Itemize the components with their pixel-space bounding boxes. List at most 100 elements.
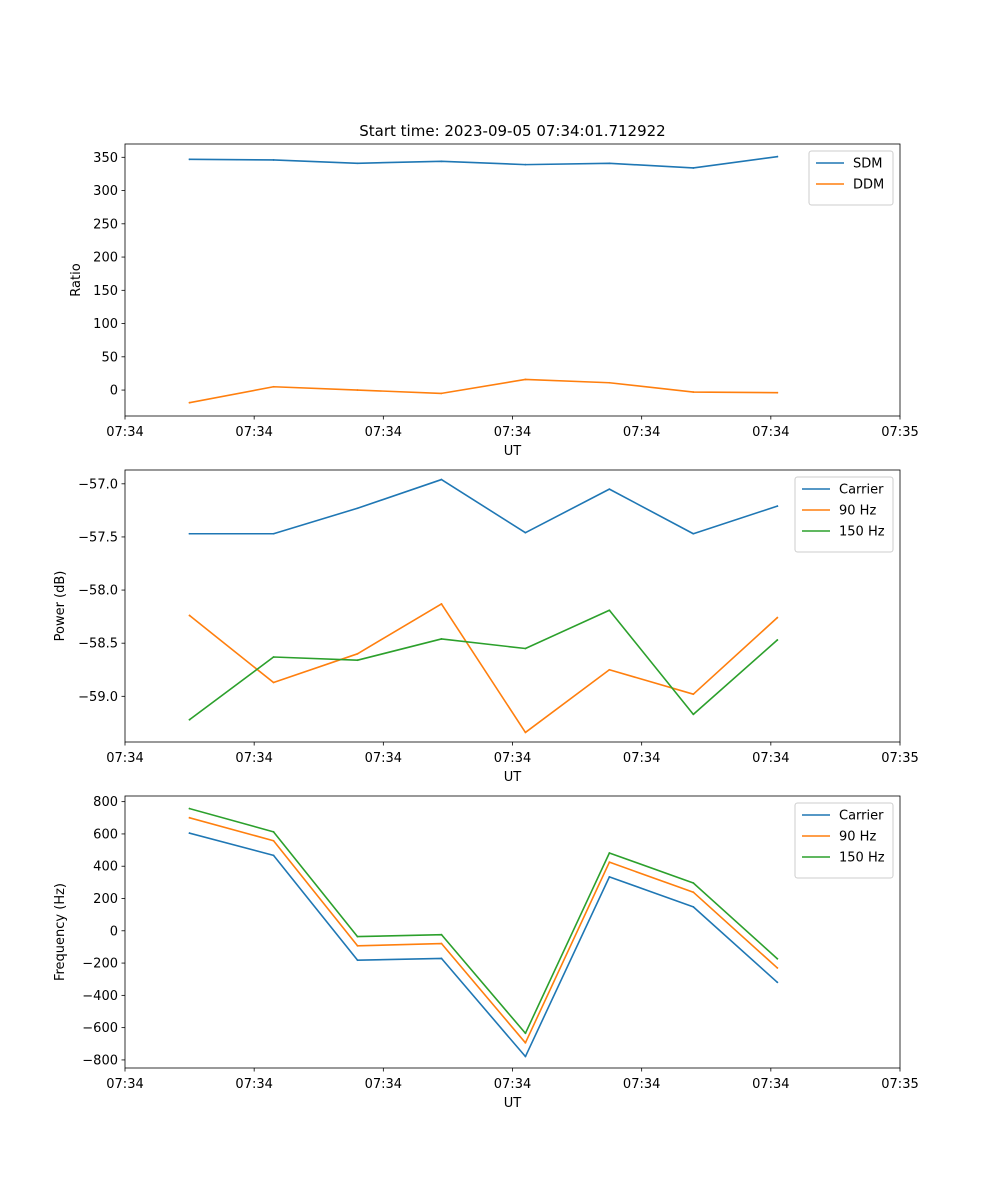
data-point-carrier [524, 531, 527, 534]
y-tick-label: −200 [82, 957, 118, 972]
x-axis-label: UT [504, 444, 522, 459]
legend-label: 150 Hz [839, 851, 885, 866]
y-axis-label: Frequency (Hz) [53, 883, 68, 981]
y-tick-label: 600 [93, 827, 118, 842]
y-axis-label: Ratio [69, 263, 84, 296]
data-point-90-hz [188, 816, 191, 819]
data-point-90-hz [188, 614, 191, 617]
x-tick-label: 07:34 [106, 751, 143, 766]
data-point-sdm [272, 159, 275, 161]
legend-label: 90 Hz [839, 504, 876, 519]
legend-box [794, 802, 894, 879]
legend-label: 90 Hz [839, 830, 876, 845]
x-axis-label: UT [504, 1096, 522, 1111]
legend-label: DDM [853, 178, 884, 193]
data-point-90-hz [356, 652, 359, 655]
data-point-90-hz [608, 861, 611, 864]
data-point-150-hz [188, 718, 191, 721]
data-point-carrier [188, 832, 191, 835]
y-tick-label: 200 [93, 251, 118, 266]
data-point-90-hz [440, 942, 443, 945]
data-point-carrier [272, 532, 275, 535]
data-point-150-hz [776, 639, 779, 641]
series-line-sdm [188, 155, 779, 169]
data-point-150-hz [188, 807, 191, 810]
y-tick-label: 300 [93, 184, 118, 199]
data-point-carrier [272, 854, 275, 857]
data-point-sdm [524, 163, 527, 166]
data-point-90-hz [272, 681, 275, 684]
data-point-150-hz [356, 659, 359, 662]
x-tick-label: 07:34 [494, 425, 531, 440]
series-line-150-hz [188, 807, 779, 1035]
data-point-carrier [356, 959, 359, 962]
y-tick-label: 350 [93, 151, 118, 166]
x-tick-label: 07:35 [881, 751, 918, 766]
data-point-carrier [776, 505, 779, 508]
data-point-sdm [776, 155, 779, 158]
data-point-ddm [776, 391, 779, 394]
data-point-ddm [356, 389, 359, 391]
x-tick-label: 07:34 [235, 425, 272, 440]
subplot-1: 0 50 100 150 200 250 300 350 07:34 07:34 07:34 07:3… [69, 143, 919, 459]
series-line-carrier [188, 832, 779, 1058]
x-tick-label: 07:35 [881, 1077, 918, 1092]
data-point-carrier [188, 532, 191, 535]
data-point-150-hz [356, 935, 359, 938]
y-tick-label: 200 [93, 892, 118, 907]
legend-box [808, 150, 894, 206]
data-point-carrier [356, 507, 359, 510]
legend-box [794, 476, 894, 553]
legend-label: SDM [853, 157, 882, 172]
series-line-90-hz [188, 603, 779, 734]
x-tick-label: 07:34 [494, 751, 531, 766]
y-tick-label: −58.0 [78, 584, 118, 599]
x-tick-label: 07:34 [365, 751, 402, 766]
x-tick-label: 07:34 [623, 1077, 660, 1092]
figure-title: Start time: 2023-09-05 07:34:01.712922 [359, 122, 665, 140]
y-axis-label: Power (dB) [53, 571, 68, 642]
data-point-carrier [440, 957, 443, 960]
data-point-90-hz [524, 1041, 527, 1044]
series-line-ddm [188, 378, 779, 404]
data-point-90-hz [692, 891, 695, 894]
y-tick-label: −600 [82, 1021, 118, 1036]
legend-label: Carrier [839, 809, 884, 824]
y-tick-label: −58.5 [78, 637, 118, 652]
subplot-3: −800 −600 −400 −200 0 200 400 600 800 07:34 07:34 0… [53, 795, 919, 1111]
data-point-sdm [440, 160, 443, 163]
x-tick-label: 07:34 [752, 1077, 789, 1092]
data-point-90-hz [524, 731, 527, 734]
data-point-ddm [608, 381, 611, 384]
data-point-150-hz [608, 609, 611, 612]
data-point-90-hz [272, 839, 275, 842]
y-tick-label: 100 [93, 317, 118, 332]
y-tick-label: 800 [93, 795, 118, 810]
subplot-2: −59.0 −58.5 −58.0 −57.5 −57.0 07:34 07:34 07:34… [53, 469, 919, 785]
y-tick-label: 50 [101, 350, 118, 365]
x-tick-label: 07:34 [106, 1077, 143, 1092]
data-point-90-hz [776, 616, 779, 619]
data-point-150-hz [524, 1032, 527, 1035]
data-point-90-hz [776, 967, 779, 969]
y-tick-label: 0 [110, 924, 118, 939]
x-tick-label: 07:34 [752, 751, 789, 766]
series-line-carrier [188, 478, 779, 535]
x-tick-label: 07:34 [365, 425, 402, 440]
y-tick-label: 400 [93, 860, 118, 875]
data-point-carrier [608, 875, 611, 878]
x-tick-label: 07:34 [752, 425, 789, 440]
data-point-carrier [776, 981, 779, 984]
y-tick-label: −59.0 [78, 690, 118, 705]
y-tick-label: 150 [93, 284, 118, 299]
data-point-carrier [692, 532, 695, 535]
data-point-90-hz [356, 944, 359, 947]
data-point-ddm [272, 385, 275, 388]
y-tick-label: 250 [93, 217, 118, 232]
data-point-sdm [692, 167, 695, 169]
data-point-sdm [608, 162, 611, 165]
data-point-90-hz [440, 602, 443, 605]
data-point-150-hz [524, 647, 527, 650]
plots: 0 50 100 150 200 250 300 350 07:34 07:34 07:34 07:3… [53, 143, 919, 1111]
